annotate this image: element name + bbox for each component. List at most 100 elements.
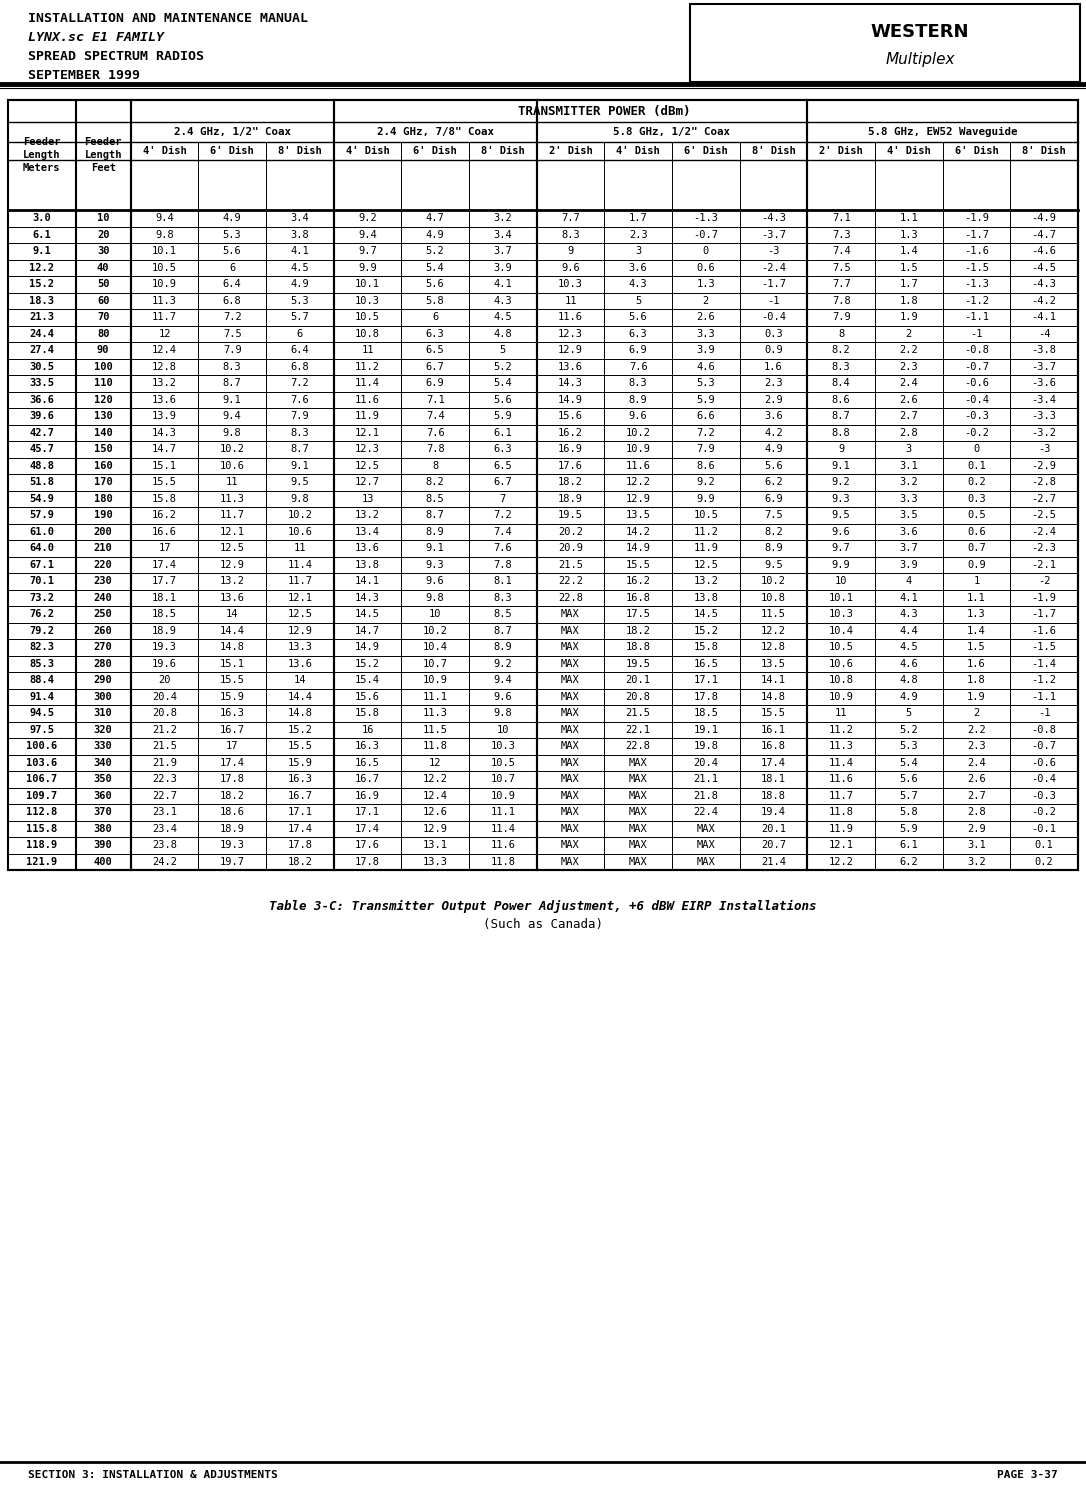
Text: 12.6: 12.6: [422, 808, 447, 817]
Text: 60: 60: [97, 296, 110, 305]
Text: 3.6: 3.6: [629, 263, 647, 272]
Text: -2.4: -2.4: [761, 263, 786, 272]
Text: MAX: MAX: [561, 675, 580, 685]
Text: 20.8: 20.8: [626, 691, 651, 702]
Text: 121.9: 121.9: [26, 857, 58, 866]
Text: 16.3: 16.3: [288, 775, 313, 784]
Text: 10.1: 10.1: [355, 280, 380, 289]
Text: MAX: MAX: [561, 791, 580, 800]
Text: 33.5: 33.5: [29, 378, 54, 389]
Text: 17.6: 17.6: [355, 841, 380, 850]
Text: 2.3: 2.3: [899, 362, 918, 371]
Text: 0.3: 0.3: [968, 494, 986, 504]
Text: 20.2: 20.2: [558, 527, 583, 537]
Text: 4.9: 4.9: [899, 691, 918, 702]
Text: -4.1: -4.1: [1032, 313, 1057, 322]
Text: 12.1: 12.1: [355, 428, 380, 438]
Text: 11.6: 11.6: [558, 313, 583, 322]
Text: 10.2: 10.2: [288, 510, 313, 521]
Text: 9.1: 9.1: [33, 247, 51, 256]
Text: 4.5: 4.5: [493, 313, 513, 322]
Text: 20: 20: [159, 675, 171, 685]
Text: 17.6: 17.6: [558, 461, 583, 471]
Text: 2.4 GHz, 7/8" Coax: 2.4 GHz, 7/8" Coax: [377, 127, 494, 138]
Text: 15.5: 15.5: [219, 675, 244, 685]
Text: -1: -1: [767, 296, 780, 305]
Text: 8.7: 8.7: [493, 625, 513, 636]
Text: 5.8 GHz, EW52 Waveguide: 5.8 GHz, EW52 Waveguide: [868, 127, 1018, 138]
Text: 10.3: 10.3: [829, 609, 854, 619]
Text: 4.6: 4.6: [899, 658, 918, 669]
Text: 50: 50: [97, 280, 110, 289]
Text: 11.3: 11.3: [422, 708, 447, 718]
Text: 8.3: 8.3: [629, 378, 647, 389]
Text: 20.1: 20.1: [626, 675, 651, 685]
Text: 3.4: 3.4: [290, 214, 310, 223]
Text: -0.6: -0.6: [964, 378, 989, 389]
Text: 2.7: 2.7: [899, 411, 918, 422]
Text: 9.8: 9.8: [155, 230, 174, 239]
Text: 16.9: 16.9: [558, 444, 583, 455]
Text: 12.8: 12.8: [761, 642, 786, 652]
Text: 10.4: 10.4: [829, 625, 854, 636]
Text: 14.9: 14.9: [558, 395, 583, 405]
Text: 11.4: 11.4: [288, 560, 313, 570]
Text: 3.0: 3.0: [33, 214, 51, 223]
Text: 11.9: 11.9: [355, 411, 380, 422]
Text: 19.3: 19.3: [219, 841, 244, 850]
Text: 115.8: 115.8: [26, 824, 58, 833]
Text: -0.7: -0.7: [693, 230, 718, 239]
Text: 10: 10: [97, 214, 110, 223]
Text: 7.4: 7.4: [493, 527, 513, 537]
Text: 11.2: 11.2: [355, 362, 380, 371]
Text: 8.3: 8.3: [493, 592, 513, 603]
Text: 9.6: 9.6: [426, 576, 444, 586]
Text: 10.6: 10.6: [829, 658, 854, 669]
Text: 0.9: 0.9: [765, 346, 783, 355]
Text: 1.9: 1.9: [899, 313, 918, 322]
Text: 8.9: 8.9: [629, 395, 647, 405]
Text: 14.2: 14.2: [626, 527, 651, 537]
Text: 8.7: 8.7: [223, 378, 241, 389]
Text: 280: 280: [93, 658, 113, 669]
Text: 16.8: 16.8: [761, 741, 786, 751]
Text: 1.7: 1.7: [629, 214, 647, 223]
Text: 14.9: 14.9: [626, 543, 651, 554]
Text: 67.1: 67.1: [29, 560, 54, 570]
Text: 10: 10: [496, 724, 509, 735]
Text: 6.5: 6.5: [426, 346, 444, 355]
Text: 4' Dish: 4' Dish: [616, 147, 660, 156]
Text: 5.8: 5.8: [426, 296, 444, 305]
Text: 6.3: 6.3: [426, 329, 444, 338]
Text: 6.2: 6.2: [765, 477, 783, 488]
Text: 1.3: 1.3: [696, 280, 716, 289]
Text: 3: 3: [906, 444, 912, 455]
Text: 250: 250: [93, 609, 113, 619]
Text: 8' Dish: 8' Dish: [1022, 147, 1066, 156]
Text: 10.7: 10.7: [422, 658, 447, 669]
Text: 15.8: 15.8: [693, 642, 718, 652]
Text: 90: 90: [97, 346, 110, 355]
Text: 22.8: 22.8: [558, 592, 583, 603]
Text: 10.8: 10.8: [761, 592, 786, 603]
Text: 15.1: 15.1: [219, 658, 244, 669]
Text: 48.8: 48.8: [29, 461, 54, 471]
Text: 9.7: 9.7: [832, 543, 850, 554]
Text: 1.5: 1.5: [968, 642, 986, 652]
Text: 10.5: 10.5: [693, 510, 718, 521]
Text: 103.6: 103.6: [26, 758, 58, 767]
Text: 11: 11: [565, 296, 577, 305]
Text: 10.9: 10.9: [422, 675, 447, 685]
Text: 109.7: 109.7: [26, 791, 58, 800]
Text: 10.8: 10.8: [355, 329, 380, 338]
Text: 7: 7: [500, 494, 506, 504]
Text: 12.5: 12.5: [219, 543, 244, 554]
Text: 150: 150: [93, 444, 113, 455]
Text: 14.3: 14.3: [558, 378, 583, 389]
Text: 1.4: 1.4: [968, 625, 986, 636]
Text: 6.1: 6.1: [33, 230, 51, 239]
Text: 6.8: 6.8: [290, 362, 310, 371]
Text: 7.6: 7.6: [290, 395, 310, 405]
Text: 3.2: 3.2: [899, 477, 918, 488]
Text: 22.2: 22.2: [558, 576, 583, 586]
